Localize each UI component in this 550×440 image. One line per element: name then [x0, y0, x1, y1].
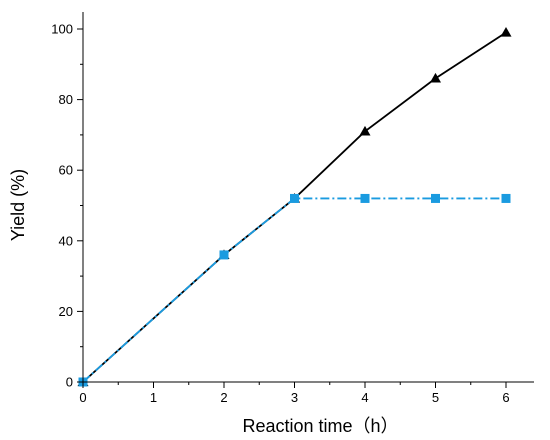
y-tick-label: 40 [59, 233, 73, 248]
series-1-line [82, 31, 507, 383]
series-2-line [82, 197, 506, 383]
series-group [77, 27, 512, 387]
x-tick-label: 4 [361, 390, 368, 405]
x-tick-label: 3 [291, 390, 298, 405]
y-tick-label: 100 [51, 22, 73, 37]
x-tick-label: 5 [432, 390, 439, 405]
x-tick-label: 2 [220, 390, 227, 405]
y-tick-label: 80 [59, 92, 73, 107]
series-2 [78, 193, 511, 387]
series-1 [77, 27, 512, 387]
y-axis-title: Yield (%) [8, 169, 28, 241]
axes [82, 12, 534, 383]
y-tick-label: 60 [59, 163, 73, 178]
series-2-point [360, 193, 370, 203]
x-tick-label: 1 [150, 390, 157, 405]
y-tick-label: 20 [59, 304, 73, 319]
y-tick-label: 0 [66, 375, 73, 390]
series-2-point [290, 193, 299, 203]
x-axis-title: Reaction time（h） [242, 416, 398, 436]
series-2-point [431, 193, 440, 203]
x-tick-label: 6 [502, 390, 509, 405]
x-tick-label: 0 [79, 390, 86, 405]
series-1-point [500, 27, 512, 37]
series-1-point [430, 72, 441, 83]
series-2-point [501, 193, 511, 203]
series-1-point [359, 125, 371, 136]
series-2-point [219, 250, 229, 260]
